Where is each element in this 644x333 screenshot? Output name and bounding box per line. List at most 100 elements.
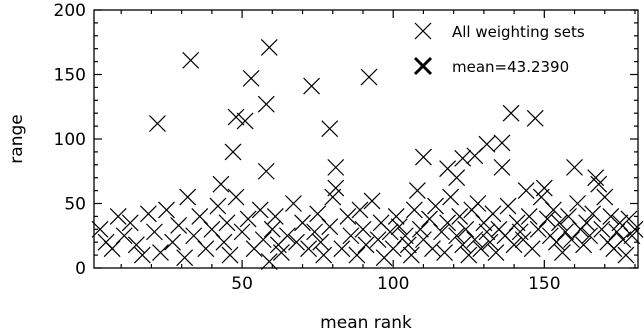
data-point <box>526 109 544 127</box>
data-point <box>294 214 311 232</box>
data-point <box>251 201 269 219</box>
data-point <box>396 227 414 245</box>
data-point <box>566 158 583 176</box>
data-point <box>179 188 197 206</box>
data-point <box>170 217 188 234</box>
data-point <box>363 192 381 210</box>
data-point <box>257 162 275 180</box>
data-point <box>146 223 163 241</box>
data-point <box>227 188 245 206</box>
data-point <box>233 223 251 241</box>
data-point <box>593 220 611 238</box>
data-point <box>602 207 620 225</box>
data-point <box>466 231 484 249</box>
data-point <box>121 214 139 232</box>
data-point <box>333 240 351 258</box>
data-point <box>623 227 641 245</box>
data-point <box>436 244 454 261</box>
data-point <box>224 143 242 161</box>
data-point <box>544 201 562 219</box>
data-point <box>164 233 182 251</box>
data-point <box>481 233 499 251</box>
data-point <box>454 236 472 254</box>
data-point <box>454 149 472 167</box>
data-point <box>550 214 568 232</box>
y-tick-label: 50 <box>64 195 86 215</box>
data-point <box>487 244 505 261</box>
data-point <box>535 179 553 197</box>
data-point <box>587 169 605 187</box>
data-point <box>324 188 342 206</box>
data-point <box>457 220 475 238</box>
data-point <box>399 236 417 254</box>
data-point <box>563 231 580 249</box>
data-point <box>427 197 444 215</box>
data-point <box>327 158 345 176</box>
data-point <box>508 214 526 232</box>
data-point <box>414 148 432 166</box>
data-point <box>578 214 596 232</box>
data-point <box>242 69 260 87</box>
data-point <box>321 120 339 138</box>
axis-ticks: 50 100 150 0 50 100 150 200 <box>54 1 638 294</box>
data-point <box>581 227 599 245</box>
data-point <box>472 240 490 258</box>
data-point <box>493 158 511 176</box>
data-point <box>133 246 151 264</box>
data-point <box>263 220 281 238</box>
data-point <box>499 197 517 215</box>
legend-mean-marker <box>413 56 433 76</box>
x-tick-label: 50 <box>231 274 253 294</box>
data-point <box>339 207 357 225</box>
data-point <box>215 233 233 251</box>
data-point <box>505 236 523 254</box>
data-point <box>408 182 426 200</box>
data-point <box>596 188 614 206</box>
data-point <box>149 115 166 132</box>
data-point <box>569 195 586 212</box>
data-point <box>439 214 457 232</box>
data-point <box>584 205 602 223</box>
data-point <box>127 236 145 254</box>
data-point <box>538 210 556 228</box>
data-point <box>354 220 372 238</box>
data-point <box>91 220 109 238</box>
data-point <box>502 104 520 122</box>
y-axis-label: range <box>7 114 27 163</box>
data-point <box>239 210 257 228</box>
data-point <box>369 231 387 249</box>
legend: All weighting sets mean=43.2390 <box>413 22 585 76</box>
data-point <box>342 227 360 245</box>
data-point <box>303 77 321 95</box>
x-axis-label: mean rank <box>320 313 412 333</box>
data-point <box>321 218 339 236</box>
data-point <box>300 240 318 258</box>
data-point <box>547 233 565 251</box>
data-point <box>306 223 324 241</box>
data-point <box>278 227 296 245</box>
data-point <box>285 195 302 212</box>
data-point <box>357 236 375 254</box>
data-point <box>227 108 245 126</box>
x-tick-label: 100 <box>377 274 409 294</box>
data-point <box>405 201 423 219</box>
data-point <box>448 169 466 187</box>
data-point <box>554 244 571 261</box>
data-point <box>272 244 290 261</box>
data-point <box>520 207 538 225</box>
data-point <box>390 218 408 236</box>
data-point <box>493 134 511 152</box>
data-point <box>109 207 127 225</box>
y-tick-label: 0 <box>75 259 86 279</box>
data-point <box>478 135 496 153</box>
data-point <box>139 205 157 223</box>
data-point <box>381 223 399 241</box>
y-tick-label: 200 <box>54 1 86 21</box>
y-tick-label: 100 <box>54 130 86 150</box>
scatter-marks <box>91 38 644 270</box>
data-point <box>402 246 420 264</box>
data-point <box>152 244 169 261</box>
data-point <box>620 210 638 228</box>
data-point <box>182 51 200 69</box>
